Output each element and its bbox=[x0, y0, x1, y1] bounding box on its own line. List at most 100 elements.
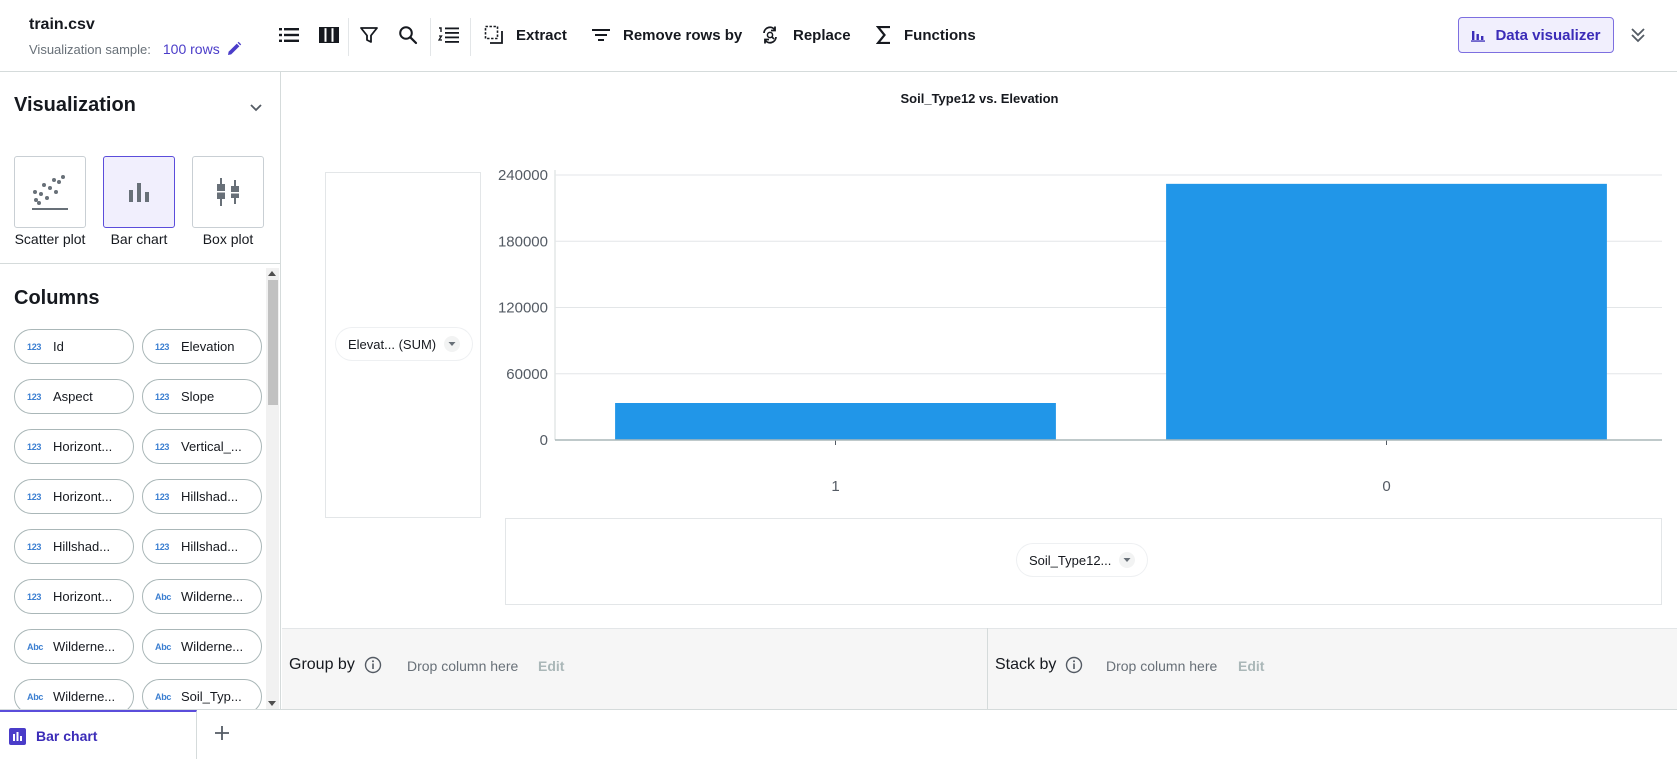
add-tab-button[interactable] bbox=[211, 722, 233, 744]
replace-button[interactable]: Replace bbox=[761, 22, 851, 48]
scroll-thumb[interactable] bbox=[268, 280, 278, 405]
info-icon[interactable] bbox=[1065, 656, 1083, 674]
column-name: Horizont... bbox=[53, 439, 113, 454]
column-pill[interactable]: 123 Vertical_... bbox=[142, 429, 262, 464]
x-axis-dropzone[interactable]: Soil_Type12... bbox=[505, 518, 1662, 605]
double-chevron-down-icon[interactable] bbox=[1626, 22, 1650, 48]
scroll-down-arrow[interactable] bbox=[268, 701, 276, 706]
functions-button[interactable]: Functions bbox=[876, 22, 976, 48]
data-visualizer-label: Data visualizer bbox=[1495, 26, 1601, 44]
numeric-type-icon: 123 bbox=[155, 391, 170, 402]
file-title: train.csv bbox=[29, 16, 95, 33]
pencil-icon[interactable] bbox=[226, 41, 242, 57]
column-pill[interactable]: 123 Hillshad... bbox=[14, 529, 134, 564]
plus-icon bbox=[215, 726, 229, 740]
tab-bar-chart[interactable]: Bar chart bbox=[0, 710, 197, 759]
chart-type-scatter[interactable]: Scatter plot bbox=[14, 156, 86, 247]
columns-heading: Columns bbox=[14, 287, 100, 309]
column-name: Slope bbox=[181, 389, 215, 404]
text-type-icon: Abc bbox=[155, 591, 172, 602]
numeric-type-icon: 123 bbox=[155, 491, 170, 502]
column-pill[interactable]: 123 Horizont... bbox=[14, 479, 134, 514]
column-pill[interactable]: Abc Soil_Typ... bbox=[142, 679, 262, 709]
column-pill[interactable]: 123 Hillshad... bbox=[142, 479, 262, 514]
group-stack-zone bbox=[282, 628, 1677, 709]
tab-bar: Bar chart bbox=[0, 709, 1677, 759]
column-pill[interactable]: 123 Horizont... bbox=[14, 579, 134, 614]
sample-rows-link[interactable]: 100 rows bbox=[162, 41, 220, 57]
stack-by-dropzone[interactable]: Drop column here bbox=[1106, 658, 1218, 674]
functions-label: Functions bbox=[904, 26, 976, 44]
column-name: Horizont... bbox=[53, 589, 113, 604]
caret-down-icon bbox=[444, 336, 461, 352]
zone-divider bbox=[987, 628, 988, 709]
column-name: Vertical_... bbox=[181, 439, 242, 454]
columns-scrollbar[interactable] bbox=[266, 268, 279, 709]
numeric-type-icon: 123 bbox=[155, 441, 170, 452]
column-pill[interactable]: 123 Hillshad... bbox=[142, 529, 262, 564]
sigma-icon bbox=[876, 26, 892, 44]
info-icon[interactable] bbox=[364, 656, 382, 674]
extract-label: Extract bbox=[516, 26, 567, 44]
column-name: Id bbox=[53, 339, 64, 354]
y-axis-dropzone[interactable]: Elevat... (SUM) bbox=[325, 172, 481, 518]
group-by-label-wrap: Group by bbox=[289, 656, 382, 674]
chart-type-bar[interactable]: Bar chart bbox=[103, 156, 175, 247]
box-plot-icon bbox=[192, 156, 264, 228]
chart-type-label: Scatter plot bbox=[14, 231, 86, 247]
stack-by-label-wrap: Stack by bbox=[995, 656, 1083, 674]
search-icon[interactable] bbox=[395, 22, 421, 48]
stack-by-label: Stack by bbox=[995, 656, 1057, 673]
replace-icon bbox=[761, 25, 781, 45]
y-tick-label: 60000 bbox=[506, 366, 548, 383]
column-name: Hillshad... bbox=[181, 489, 239, 504]
toolbar-divider bbox=[470, 18, 471, 56]
chevron-down-icon[interactable] bbox=[246, 98, 266, 118]
toolbar: train.csv Visualization sample: 100 rows… bbox=[0, 0, 1677, 72]
numeric-type-icon: 123 bbox=[27, 441, 42, 452]
y-tick-label: 120000 bbox=[498, 300, 548, 317]
column-pill[interactable]: Abc Wilderne... bbox=[14, 679, 134, 709]
bar-chart-icon bbox=[103, 156, 175, 228]
data-visualizer-button[interactable]: Data visualizer bbox=[1458, 17, 1614, 53]
x-field-label: Soil_Type12... bbox=[1029, 552, 1112, 568]
column-pill[interactable]: 123 Slope bbox=[142, 379, 262, 414]
bar-chart-plot: 0 60000 120000 180000 240000 1 0 bbox=[498, 167, 1662, 495]
column-pill[interactable]: 123 Aspect bbox=[14, 379, 134, 414]
stack-by-edit[interactable]: Edit bbox=[1238, 658, 1265, 674]
y-tick-label: 0 bbox=[540, 432, 548, 449]
numeric-type-icon: 123 bbox=[27, 591, 42, 602]
remove-rows-label: Remove rows by bbox=[623, 26, 743, 44]
columns-view-icon[interactable] bbox=[316, 22, 342, 48]
text-type-icon: Abc bbox=[27, 641, 44, 652]
column-name: Aspect bbox=[53, 389, 93, 404]
numeric-type-icon: 123 bbox=[155, 341, 170, 352]
column-pill[interactable]: 123 Elevation bbox=[142, 329, 262, 364]
numbered-list-icon[interactable] bbox=[436, 22, 462, 48]
group-by-dropzone[interactable]: Drop column here bbox=[407, 658, 519, 674]
y-tick-label: 240000 bbox=[498, 167, 548, 184]
y-field-pill[interactable]: Elevat... (SUM) bbox=[336, 328, 473, 360]
extract-button[interactable]: Extract bbox=[484, 22, 567, 48]
remove-rows-button[interactable]: Remove rows by bbox=[591, 22, 742, 48]
x-tick-label: 1 bbox=[831, 478, 839, 495]
chart-type-box[interactable]: Box plot bbox=[192, 156, 264, 247]
left-panel: Visualization Scatter plot Bar chart Box… bbox=[0, 72, 281, 709]
column-pill[interactable]: 123 Id bbox=[14, 329, 134, 364]
caret-down-icon bbox=[1119, 552, 1136, 568]
scroll-up-arrow[interactable] bbox=[268, 271, 276, 276]
numeric-type-icon: 123 bbox=[27, 541, 42, 552]
column-name: Wilderne... bbox=[181, 589, 244, 604]
column-pill[interactable]: Abc Wilderne... bbox=[142, 579, 262, 614]
tab-label: Bar chart bbox=[36, 728, 98, 744]
column-pill[interactable]: 123 Horizont... bbox=[14, 429, 134, 464]
column-name: Wilderne... bbox=[53, 639, 116, 654]
column-pill[interactable]: Abc Wilderne... bbox=[14, 629, 134, 664]
sample-label: Visualization sample: bbox=[29, 41, 151, 57]
filter-icon[interactable] bbox=[356, 22, 382, 48]
list-view-icon[interactable] bbox=[276, 22, 302, 48]
group-by-edit[interactable]: Edit bbox=[538, 658, 565, 674]
column-pill[interactable]: Abc Wilderne... bbox=[142, 629, 262, 664]
group-by-label: Group by bbox=[289, 656, 355, 673]
x-field-pill[interactable]: Soil_Type12... bbox=[1017, 544, 1148, 576]
